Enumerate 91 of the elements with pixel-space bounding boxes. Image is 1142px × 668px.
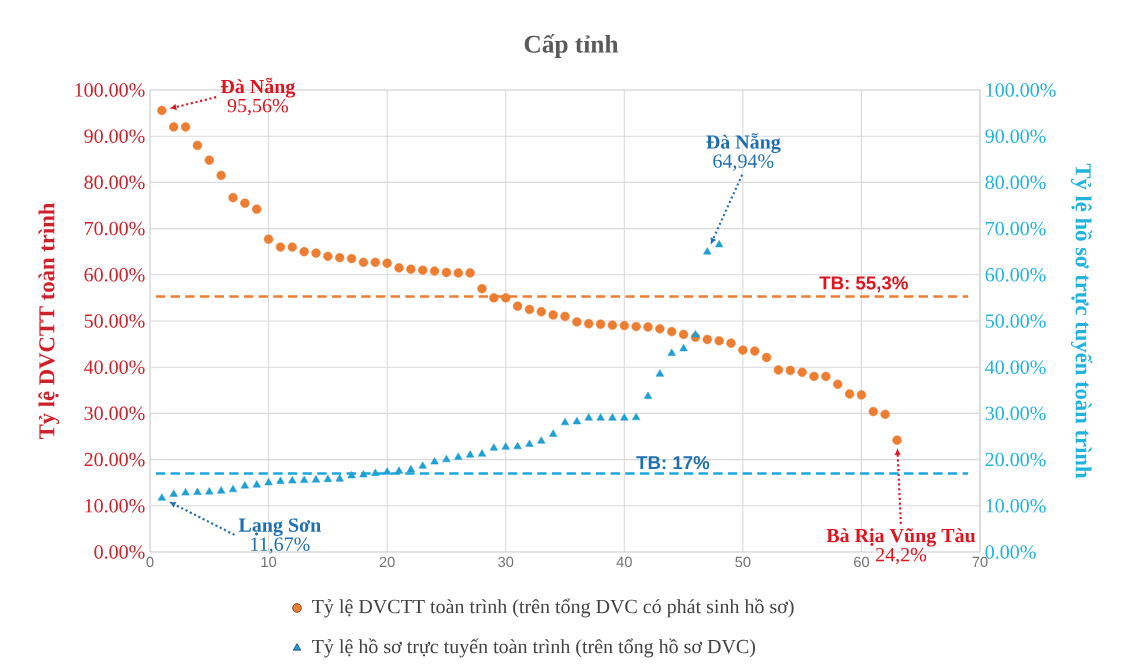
x-tick-label: 0: [146, 556, 154, 568]
y-axis-title: Tỷ lệ DVCTT toàn trình: [38, 203, 60, 440]
point: [608, 413, 617, 421]
y-tick-label: 0.00%: [94, 545, 145, 559]
y2-tick-label: 20.00%: [985, 452, 1046, 467]
point: [335, 474, 344, 482]
y-tick-label: 30.00%: [84, 406, 145, 421]
y-tick-label: 90.00%: [84, 129, 145, 143]
legend-label: Tỷ lệ hồ sơ trực tuyến toàn trình (trên tổng hồ sơ DVC): [312, 638, 756, 658]
point: [584, 413, 593, 421]
point: [406, 465, 415, 473]
y2-tick-label: 80.00%: [985, 175, 1046, 190]
x-tick-label: 40: [616, 556, 632, 568]
point: [620, 413, 629, 421]
y2-tick-label: 50.00%: [985, 314, 1046, 328]
point: [300, 475, 309, 483]
point: [667, 348, 676, 356]
point: [193, 487, 202, 495]
y2-tick-label: 100.00%: [986, 83, 1056, 97]
x-tick-label: 60: [854, 556, 869, 568]
x-tick-label: 30: [498, 556, 514, 568]
point: [525, 439, 534, 447]
annotation: Bà Rịa Vũng Tàu: [826, 528, 976, 547]
point: [288, 476, 297, 484]
point: [703, 247, 712, 255]
point: [513, 441, 522, 450]
point: [323, 474, 332, 482]
point: [477, 449, 487, 457]
point: [157, 493, 166, 501]
point: [537, 436, 546, 444]
annotation: 24,2%: [876, 547, 927, 565]
chart-title: Cấp tỉnh: [524, 34, 619, 58]
point: [679, 344, 688, 352]
point: [169, 489, 178, 497]
point: [691, 330, 700, 338]
annotation: Đà Nẵng: [220, 77, 296, 98]
annotation: 95,56%: [227, 98, 289, 116]
annotation: 11,67%: [251, 537, 310, 554]
y2-tick-label: 60.00%: [985, 268, 1046, 282]
point: [632, 412, 641, 421]
ref-line-label: TB: 17%: [636, 456, 710, 470]
point: [228, 484, 238, 493]
annotation: 64,94%: [713, 154, 774, 171]
x-tick-label: 20: [379, 556, 395, 568]
y-tick-label: 80.00%: [84, 175, 145, 190]
annotation: Lạng Sơn: [238, 518, 321, 537]
y2-axis-title: Tỷ lệ hồ sơ trực tuyến toàn trình: [1070, 163, 1093, 479]
point: [240, 481, 249, 489]
point: [501, 442, 510, 450]
point: [489, 443, 498, 451]
point: [572, 417, 581, 425]
y-tick-label: 60.00%: [84, 268, 145, 282]
y2-tick-label: 30.00%: [985, 406, 1046, 421]
point: [655, 369, 664, 377]
point: [252, 480, 261, 488]
point: [560, 417, 570, 426]
y-tick-label: 70.00%: [84, 221, 145, 236]
point: [549, 429, 558, 437]
y2-tick-label: 40.00%: [985, 360, 1046, 374]
point: [347, 471, 356, 479]
y2-tick-label: 70.00%: [986, 221, 1046, 236]
annotation: Đà Nẵng: [706, 133, 781, 153]
y2-tick-label: 90.00%: [985, 129, 1046, 143]
y-tick-label: 100.00%: [75, 83, 145, 97]
point: [418, 461, 427, 469]
point: [383, 467, 392, 475]
x-tick-label: 50: [735, 556, 751, 568]
point: [205, 487, 214, 495]
point: [276, 476, 285, 484]
point: [371, 468, 380, 476]
point: [394, 466, 404, 474]
point: [596, 413, 605, 421]
point: [430, 457, 439, 465]
y-tick-label: 50.00%: [84, 314, 145, 328]
point: [217, 486, 226, 494]
ref-line-label: TB: 55,3%: [819, 276, 908, 293]
legend-label: Tỷ lệ DVCTT toàn trình (trên tổng DVC có phát sinh hồ sơ): [312, 598, 794, 618]
point: [359, 470, 368, 478]
y-tick-label: 10.00%: [85, 499, 145, 513]
y-tick-label: 40.00%: [84, 360, 145, 374]
point: [181, 488, 190, 496]
point: [264, 478, 273, 486]
point: [454, 452, 463, 460]
point: [311, 475, 321, 483]
y-tick-label: 20.00%: [84, 452, 145, 467]
point: [715, 240, 724, 248]
y2-tick-label: 10.00%: [986, 499, 1046, 513]
point: [442, 454, 451, 463]
x-tick-label: 10: [261, 556, 277, 568]
point: [466, 450, 475, 458]
point: [643, 391, 653, 399]
